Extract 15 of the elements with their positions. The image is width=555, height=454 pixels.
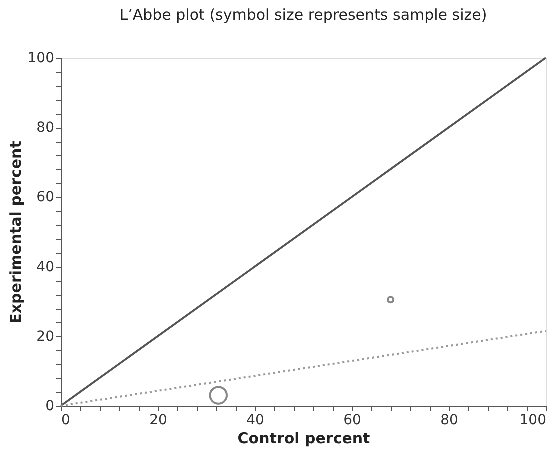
y-axis-title: Experimental percent [6,141,25,324]
x-axis-title: Control percent [238,430,370,448]
y-tick-label: 0 [46,398,54,414]
x-tick-label: 60 [344,412,362,428]
y-tick-label: 100 [28,50,54,66]
x-tick-label: 0 [62,412,70,428]
x-tick-label: 100 [520,412,546,428]
y-tick-label: 60 [36,190,54,206]
y-tick-label: 80 [36,120,54,136]
chart-title: L’Abbe plot (symbol size represents sample size) [120,6,488,24]
x-tick-label: 20 [150,412,168,428]
y-tick-label: 40 [36,259,54,276]
y-tick-label: 20 [36,328,54,345]
x-tick-label: 40 [246,412,264,428]
x-tick-label: 80 [440,412,458,428]
